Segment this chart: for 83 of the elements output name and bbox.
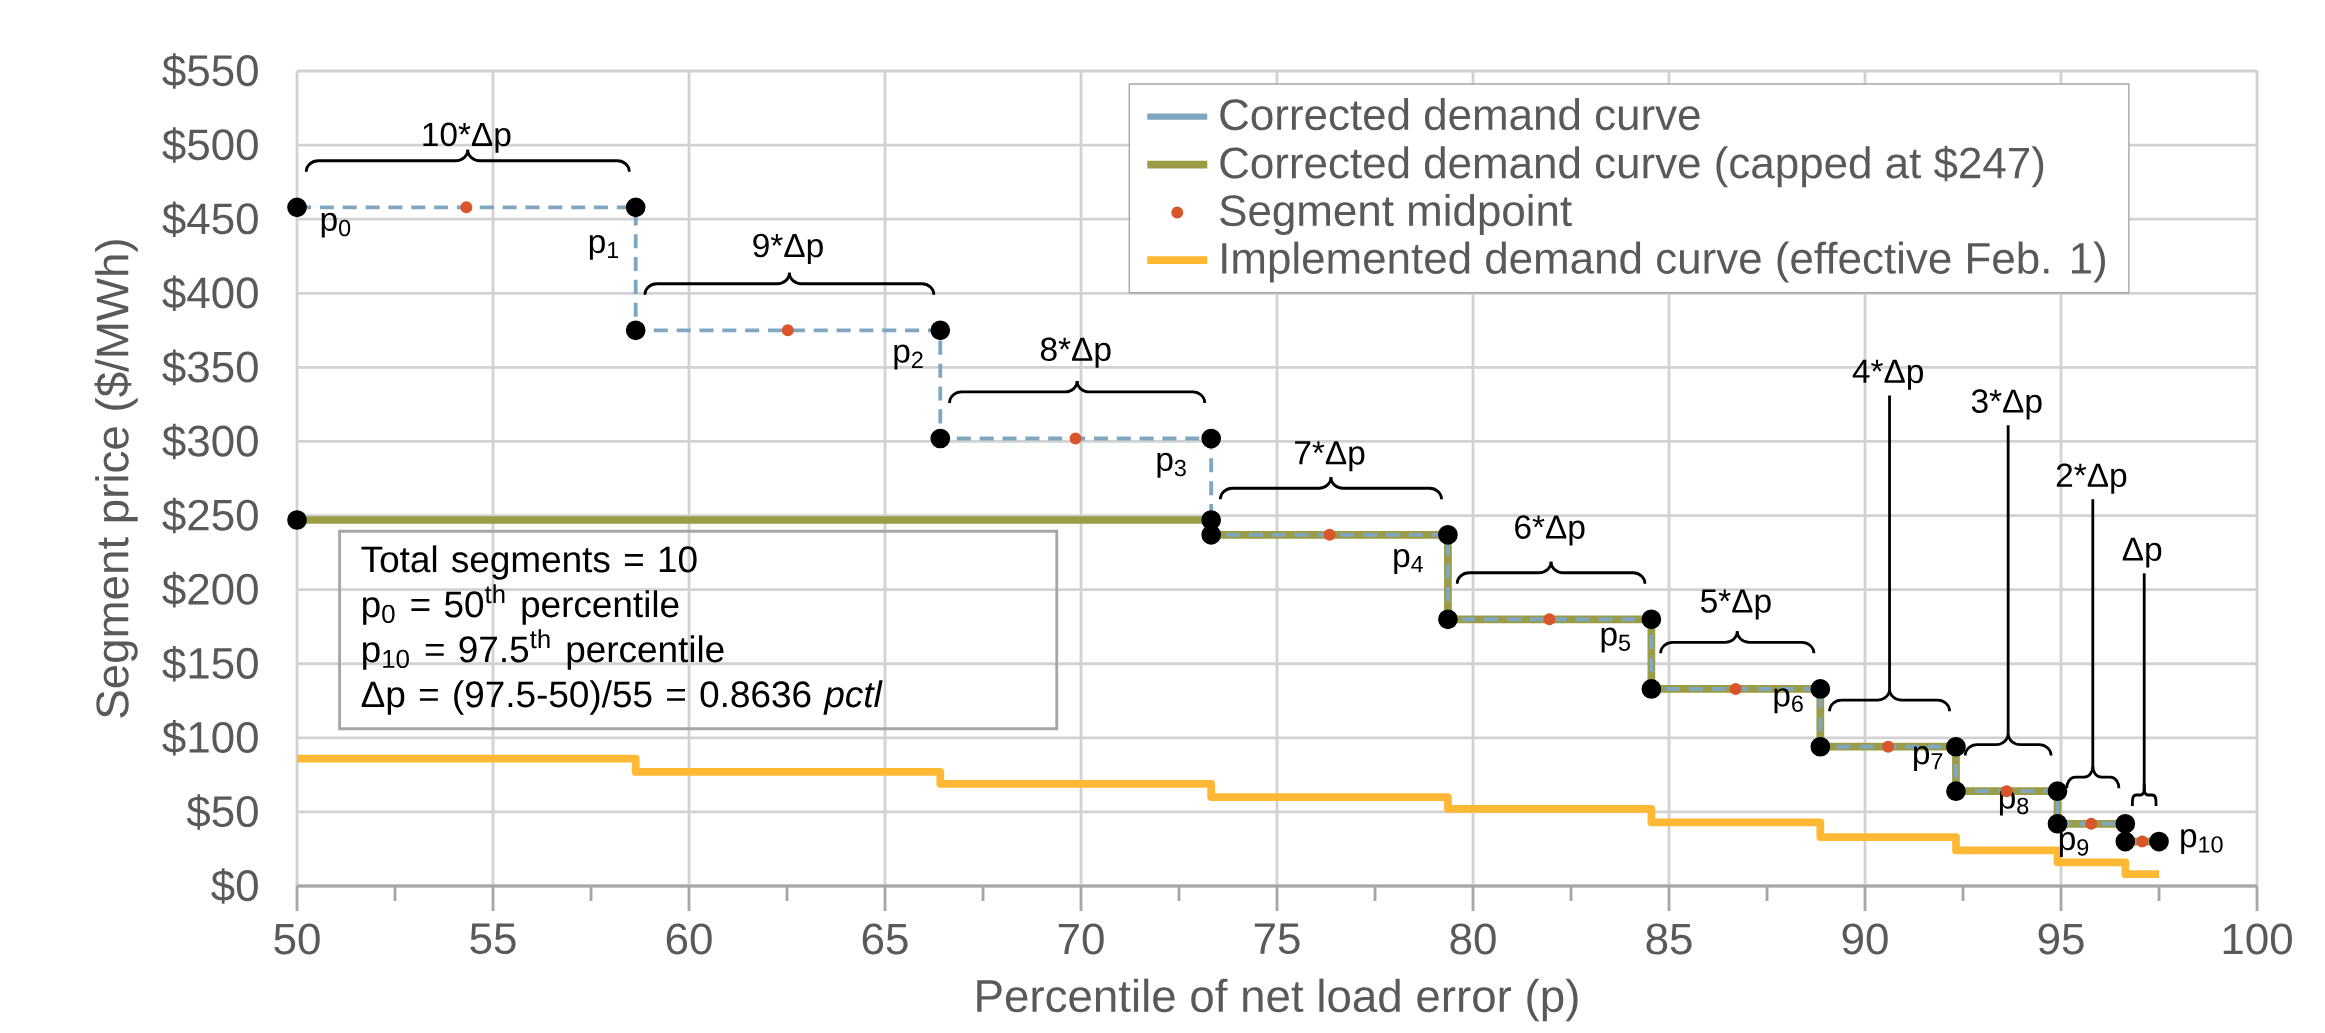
point [2085,817,2098,830]
point [1438,524,1458,545]
point [1882,740,1895,753]
annotation: 5*Δp [1700,589,1771,620]
point [625,197,646,218]
point [2047,813,2068,834]
point [1946,736,1966,757]
annotation: p$_{7}$ [1914,746,1943,772]
annotation: p$_{1}$ [589,234,619,260]
annotation: p$_{3}$ [1157,452,1186,478]
point [1069,432,1082,445]
x-tick-label: 85 [1646,923,1692,955]
annotation: p$_{2}$ [894,344,923,370]
point [930,320,951,341]
point [1323,528,1336,541]
annotation: 10*Δp [423,122,511,153]
point [2115,831,2136,852]
point [1729,682,1742,695]
annotation: p$_{5}$ [1601,627,1631,653]
annotation: 9*Δp [753,233,823,264]
annotation: p$_{4}$ [1394,549,1423,574]
point [1201,524,1222,545]
x-tick-label: 65 [862,923,908,955]
x-tick-label: 90 [1842,923,1888,955]
point [781,324,794,337]
annotation: Δp [2122,537,2162,568]
x-tick-label: 55 [470,923,516,955]
x-tick-label: 50 [274,923,320,955]
point [1641,679,1662,699]
annotation: 6*Δp [1515,515,1585,546]
y-axis-title: Segment price ($/MWh) [94,240,138,718]
legend-label: Corrected demand curve [1220,97,1700,131]
point [287,510,307,530]
x-tick-label: 70 [1058,923,1104,955]
y-tick-label: $350 [162,349,258,386]
y-tick-label: $200 [162,571,258,608]
point [1946,781,1966,802]
point [2149,831,2169,852]
x-tick-label: 80 [1450,923,1496,955]
point [287,197,307,218]
y-tick-label: $150 [162,645,258,682]
annotation: p$_{6}$ [1774,688,1803,714]
y-tick-label: $550 [162,53,258,89]
annotation: p$_{10}$ = 97.5$^{th}$ percentile [363,629,724,670]
point [625,320,646,341]
y-tick-label: $0 [211,868,258,904]
annotation: Δp = (97.5-50)/55 = 0.8636 pctl [361,680,883,715]
annotation: 2*Δp [2056,463,2127,494]
y-tick-label: $250 [162,497,258,534]
y-tick-label: $50 [186,794,258,830]
annotation: p$_{0}$ = 50$^{th}$ percentile [363,584,679,625]
annotation: 4*Δp [1852,359,1923,390]
annotation: 3*Δp [1971,389,2042,420]
point [2047,781,2068,802]
y-tick-label: $500 [162,127,258,163]
legend-label: Segment midpoint [1220,193,1572,235]
y-tick-label: $300 [162,423,258,460]
annotation: p$_{10}$ [2181,829,2223,855]
point [1201,428,1222,449]
point [1543,613,1556,626]
point [2136,835,2149,848]
legend-label: Implemented demand curve (effective Feb. 1) [1222,241,2105,283]
x-tick-label: 95 [2038,923,2084,955]
point [1810,679,1831,699]
point [1810,736,1831,757]
annotation: p$_{0}$ [321,212,351,238]
y-tick-label: $450 [162,201,258,237]
annotation: p$_{9}$ [2059,832,2089,857]
x-axis-title: Percentile of net load error (p) [977,978,1578,1022]
point [1641,609,1662,630]
point [2115,813,2136,834]
point [460,201,473,214]
point [1438,609,1458,630]
x-tick-label: 60 [666,923,712,955]
y-tick-label: $400 [162,275,258,312]
point [930,428,951,449]
x-tick-label: 100 [2223,923,2292,955]
x-tick-label: 75 [1254,923,1300,955]
y-tick-label: $100 [162,720,258,756]
annotation: 8*Δp [1040,337,1111,368]
annotation: 7*Δp [1295,441,1365,472]
annotation: Total segments = 10 [361,545,697,580]
legend-label: Corrected demand curve (capped at $247) [1220,145,2044,188]
